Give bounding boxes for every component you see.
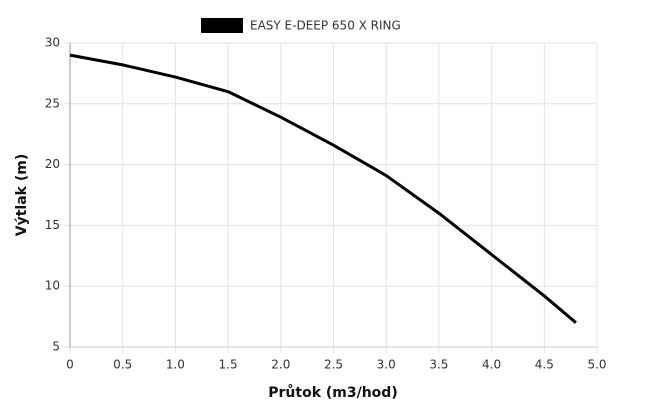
x-tick-label: 0 <box>66 358 74 372</box>
x-tick-label: 1.0 <box>166 358 185 372</box>
y-tick-label: 10 <box>45 279 60 293</box>
y-tick-label: 20 <box>45 157 60 171</box>
data-line <box>69 53 577 324</box>
x-tick-label: 4.5 <box>535 358 554 372</box>
x-tick-label: 0.5 <box>113 358 132 372</box>
x-tick-label: 3.0 <box>377 358 396 372</box>
x-tick-label: 4.0 <box>482 358 501 372</box>
y-tick-label: 15 <box>45 218 60 232</box>
y-tick-label: 5 <box>52 340 60 354</box>
x-tick-label: 2.5 <box>324 358 343 372</box>
x-tick-label: 1.5 <box>219 358 238 372</box>
x-tick-label: 5.0 <box>587 358 606 372</box>
x-tick-label: 3.5 <box>429 358 448 372</box>
y-tick-label: 25 <box>45 96 60 110</box>
x-axis-title: Průtok (m3/hod) <box>268 384 397 401</box>
y-tick-label: 30 <box>45 36 60 50</box>
legend-label: EASY E-DEEP 650 X RING <box>250 19 401 33</box>
x-tick-label: 2.0 <box>271 358 290 372</box>
legend-swatch <box>201 18 243 33</box>
y-axis-title: Výtlak (m) <box>14 154 30 236</box>
